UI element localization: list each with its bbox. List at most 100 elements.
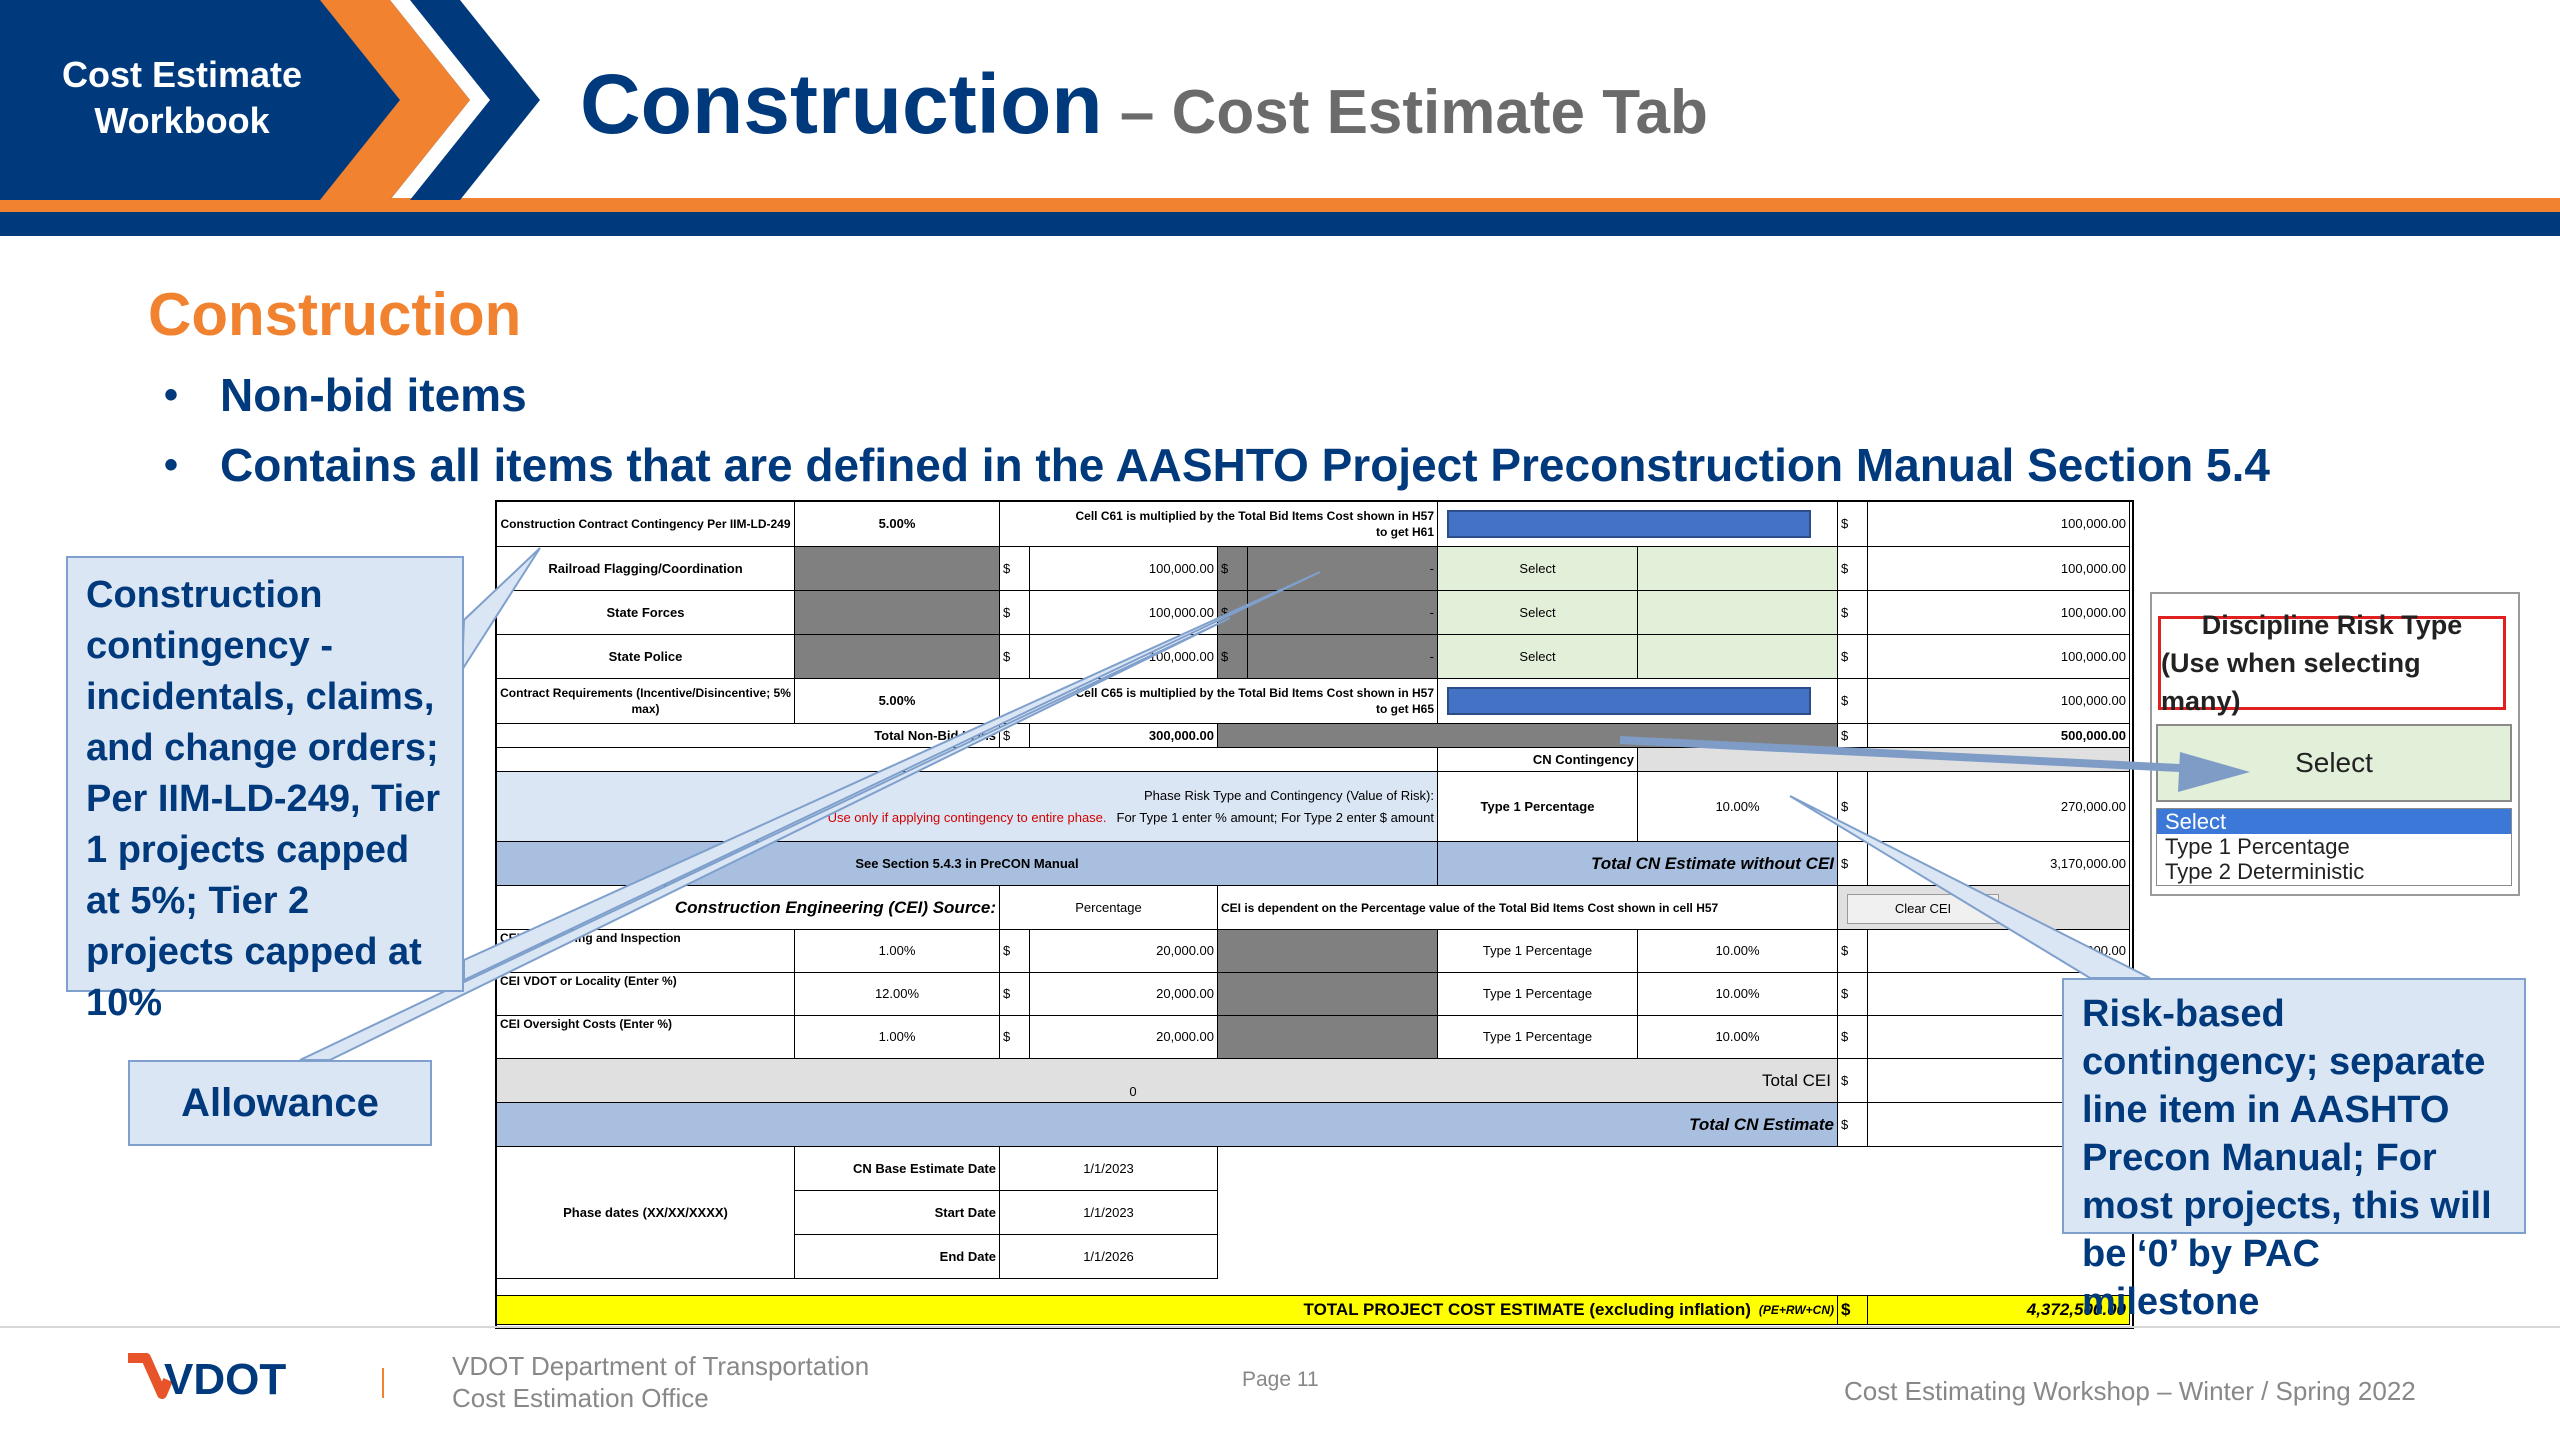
cell-green[interactable] xyxy=(1638,635,1838,679)
cell-date-value[interactable]: 1/1/2023 xyxy=(1000,1191,1218,1235)
cell-date-value[interactable]: 1/1/2026 xyxy=(1000,1235,1218,1279)
note-line: Cell C61 is multiplied by the Total Bid … xyxy=(1075,509,1435,523)
grand-total-suffix: (PE+RW+CN) xyxy=(1758,1303,1834,1317)
cell-dollar: $ xyxy=(1218,591,1248,635)
section-title: Construction xyxy=(148,281,522,348)
cell-gray xyxy=(1218,1016,1438,1059)
cell-contract-req-value: 100,000.00 xyxy=(1868,679,2130,724)
cell-cei-type[interactable]: Type 1 Percentage xyxy=(1438,930,1638,973)
select-dropdown[interactable]: Select xyxy=(1438,547,1638,591)
callout-allowance: Allowance xyxy=(128,1060,432,1146)
cell-dollar: $ xyxy=(1838,635,1868,679)
phase-risk-heading: Phase Risk Type and Contingency (Value o… xyxy=(1144,787,1434,803)
option-select[interactable]: Select xyxy=(2157,809,2511,834)
cell-dollar: $ xyxy=(1838,679,1868,724)
cell-green[interactable] xyxy=(1638,591,1838,635)
cell-phase-risk-value: 270,000.00 xyxy=(1868,772,2130,842)
cell-state-forces-amount[interactable]: 100,000.00 xyxy=(1030,591,1218,635)
total-cei-zero: 0 xyxy=(1129,1083,1137,1099)
select-dropdown[interactable]: Select xyxy=(1438,635,1638,679)
cell-dollar: $ xyxy=(1838,724,1868,748)
cell-contingency-label: Construction Contract Contingency Per II… xyxy=(497,502,795,547)
cell-see-section: See Section 5.4.3 in PreCON Manual xyxy=(497,842,1438,886)
cell-dollar: $ xyxy=(1838,842,1868,886)
cell-date-value[interactable]: 1/1/2023 xyxy=(1000,1147,1218,1191)
cell-gray xyxy=(795,635,1000,679)
cell-contingency-pct[interactable]: 5.00% xyxy=(795,502,1000,547)
cell-state-forces-label: State Forces xyxy=(497,591,795,635)
cell-dollar: $ xyxy=(1838,930,1868,973)
cell-dollar: $ xyxy=(1000,1016,1030,1059)
cell-cei-pct[interactable]: 12.00% xyxy=(795,973,1000,1016)
bullet-list: Non-bid items Contains all items that ar… xyxy=(164,360,2270,500)
cell-cei-type-pct[interactable]: 10.00% xyxy=(1638,973,1838,1016)
cell-phase-risk-type[interactable]: Type 1 Percentage xyxy=(1438,772,1638,842)
cell-dash: - xyxy=(1248,591,1438,635)
inset-header-line: (Use when selecting many) xyxy=(2161,648,2421,716)
footer-org-line: Cost Estimation Office xyxy=(452,1383,709,1413)
cell-dollar: $ xyxy=(1000,724,1030,748)
cell-date-label: End Date xyxy=(795,1235,1000,1279)
cell-grand-total-value: 4,372,500.00 xyxy=(1868,1295,2130,1325)
cell-dollar: $ xyxy=(1000,930,1030,973)
cell-dollar: $ xyxy=(1838,591,1868,635)
cell-railroad-amount[interactable]: 100,000.00 xyxy=(1030,547,1218,591)
cell-cei-type-pct[interactable]: 10.00% xyxy=(1638,930,1838,973)
cell-dollar: $ xyxy=(1000,635,1030,679)
cell-spacer xyxy=(497,748,1438,772)
cell-cei-pct[interactable]: 1.00% xyxy=(795,1016,1000,1059)
cell-dollar: $ xyxy=(1000,973,1030,1016)
header-orange-stripe xyxy=(0,198,2560,212)
cell-state-police-label: State Police xyxy=(497,635,795,679)
cell-contract-req-label: Contract Requirements (Incentive/Disince… xyxy=(497,679,795,724)
title-subtitle: Cost Estimate Tab xyxy=(1171,78,1708,147)
option-type-2[interactable]: Type 2 Deterministic xyxy=(2165,859,2365,884)
footer-separator xyxy=(382,1368,384,1398)
cell-dollar: $ xyxy=(1218,547,1248,591)
cell-cei-amount: 20,000.00 xyxy=(1030,930,1218,973)
cell-cei-type[interactable]: Type 1 Percentage xyxy=(1438,1016,1638,1059)
cell-spacer xyxy=(1638,748,2130,772)
cell-phase-dates-label: Phase dates (XX/XX/XXXX) xyxy=(497,1147,795,1279)
cell-arrow-2 xyxy=(1438,679,1838,724)
cell-total-nonbid-label: Total Non-Bid Items xyxy=(497,724,1000,748)
chevron-badge xyxy=(0,0,540,200)
cell-state-police-amount[interactable]: 100,000.00 xyxy=(1030,635,1218,679)
cell-contract-req-pct[interactable]: 5.00% xyxy=(795,679,1000,724)
note-line: Cell C65 is multiplied by the Total Bid … xyxy=(1075,686,1435,700)
cell-cei-type-pct[interactable]: 10.00% xyxy=(1638,1016,1838,1059)
footer-divider xyxy=(0,1326,2560,1328)
bullet-item: Contains all items that are defined in t… xyxy=(164,430,2270,500)
cell-state-police-value: 100,000.00 xyxy=(1868,635,2130,679)
cell-green[interactable] xyxy=(1638,547,1838,591)
bullet-item: Non-bid items xyxy=(164,360,2270,430)
select-dropdown[interactable]: Select xyxy=(1438,591,1638,635)
cell-contingency-value: 100,000.00 xyxy=(1868,502,2130,547)
cell-phase-risk-pct[interactable]: 10.00% xyxy=(1638,772,1838,842)
cell-cei-value: 22,000.00 xyxy=(1868,930,2130,973)
grand-total-label: TOTAL PROJECT COST ESTIMATE (excluding i… xyxy=(1303,1300,1751,1319)
cell-dollar: $ xyxy=(1838,502,1868,547)
footer-org-line: VDOT Department of Transportation xyxy=(452,1351,870,1381)
cell-cei-amount: 20,000.00 xyxy=(1030,973,1218,1016)
footer-org: VDOT Department of Transportation Cost E… xyxy=(452,1350,869,1414)
cell-contract-req-note: Cell C65 is multiplied by the Total Bid … xyxy=(1000,679,1438,724)
cell-date-label: Start Date xyxy=(795,1191,1000,1235)
cell-cei-mode[interactable]: Percentage xyxy=(1000,886,1218,930)
arrow-right-icon xyxy=(1447,687,1811,715)
cell-dash: - xyxy=(1248,547,1438,591)
cell-gray xyxy=(1218,973,1438,1016)
risk-type-dropdown-inset: Discipline Risk Type (Use when selecting… xyxy=(2150,592,2520,896)
inset-select-dropdown[interactable]: Select xyxy=(2156,724,2512,802)
cell-dollar: $ xyxy=(1838,1016,1868,1059)
clear-cei-button[interactable]: Clear CEI xyxy=(1847,894,1999,924)
cell-gray xyxy=(795,591,1000,635)
cell-cei-pct[interactable]: 1.00% xyxy=(795,930,1000,973)
phase-risk-instruction: For Type 1 enter % amount; For Type 2 en… xyxy=(1116,809,1434,825)
cell-cei-type[interactable]: Type 1 Percentage xyxy=(1438,973,1638,1016)
cell-railroad-label: Railroad Flagging/Coordination xyxy=(497,547,795,591)
badge-line-2: Workbook xyxy=(94,100,270,141)
cell-total-nonbid-value: 500,000.00 xyxy=(1868,724,2130,748)
option-type-1[interactable]: Type 1 Percentage xyxy=(2165,834,2350,859)
cell-total-cei: 0 Total CEI xyxy=(497,1059,1838,1103)
